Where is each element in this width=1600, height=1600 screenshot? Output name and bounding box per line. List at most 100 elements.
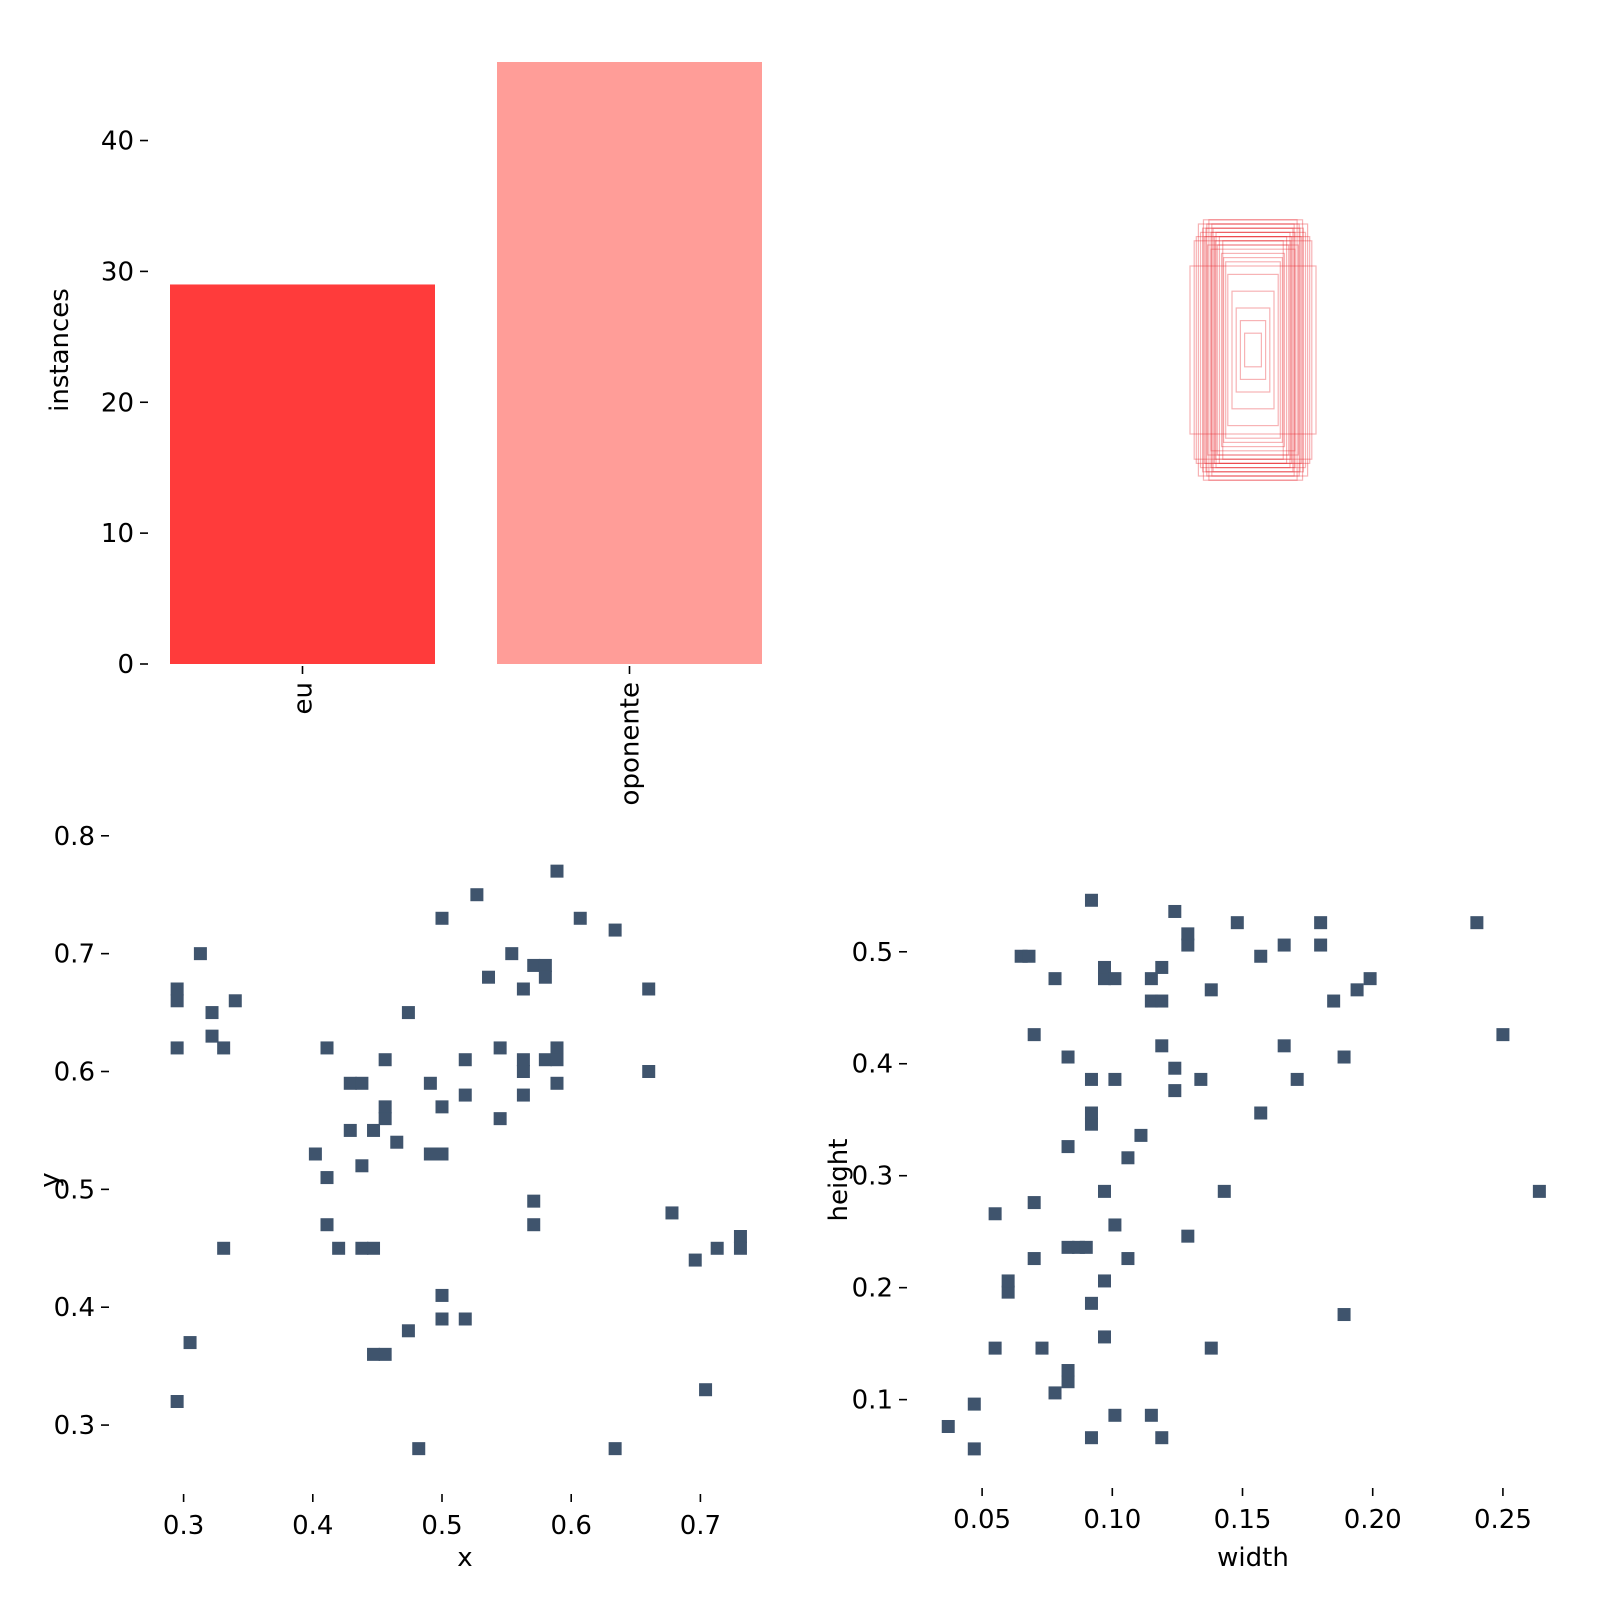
histogram-cell: [665, 1206, 679, 1220]
bounding-box: [1211, 223, 1295, 477]
y-tick-label: 0: [117, 650, 134, 680]
histogram-cell: [1097, 1330, 1111, 1344]
histogram-cell: [1061, 1240, 1075, 1254]
y-tick-label: 0.5: [852, 938, 893, 968]
histogram-cell: [527, 1218, 541, 1232]
histogram-cell: [1097, 972, 1111, 986]
histogram-cell: [988, 1207, 1002, 1221]
y-tick-label: 0.1: [852, 1386, 893, 1416]
histogram-cell: [1277, 938, 1291, 952]
histogram-cell: [1254, 1106, 1268, 1120]
x-tick-label: 0.5: [421, 1511, 462, 1541]
histogram-cell: [355, 1076, 369, 1090]
histogram-cell: [343, 1123, 357, 1137]
y-tick-label: 0.5: [54, 1175, 95, 1205]
histogram-cell: [401, 1006, 415, 1020]
histogram-cell: [1097, 960, 1111, 974]
x-tick-label-oponente: oponente: [616, 682, 646, 805]
histogram-cell: [1108, 1072, 1122, 1086]
histogram-cell: [1155, 1431, 1169, 1445]
histogram-cell: [988, 1341, 1002, 1355]
histogram-cell: [1027, 1196, 1041, 1210]
histogram-cell: [401, 1324, 415, 1338]
bounding-box: [1195, 236, 1311, 465]
histogram-cell: [1001, 1274, 1015, 1288]
histogram-cell: [1134, 1128, 1148, 1142]
width-height-histogram: 0.1 0.2 0.3 0.4 0.5 0.05 0.10 0.15 0.20 0.25 width…: [824, 893, 1546, 1573]
bounding-box: [1218, 236, 1288, 465]
x-tick-label: 0.05: [953, 1505, 1011, 1535]
histogram-cell: [608, 1442, 622, 1456]
histogram-cell: [390, 1135, 404, 1149]
bounding-box: [1208, 219, 1298, 481]
histogram-cell: [1532, 1184, 1546, 1198]
bounding-box: [1216, 244, 1290, 456]
bounding-box: [1243, 332, 1262, 368]
bounding-box: [1193, 240, 1313, 460]
bounding-box: [1204, 236, 1302, 465]
bounding-box: [1206, 223, 1300, 477]
histogram-cell: [516, 1088, 530, 1102]
histogram-cell: [320, 1041, 334, 1055]
histogram-cell: [205, 1029, 219, 1043]
bounding-box: [1213, 236, 1293, 465]
histogram-cell: [1230, 916, 1244, 930]
histogram-cell: [538, 970, 552, 984]
y-tick-label: 0.7: [54, 940, 95, 970]
histogram-cell: [1217, 1184, 1231, 1198]
histogram-cell: [516, 1065, 530, 1078]
histogram-cell: [343, 1076, 357, 1090]
bounding-box: [1202, 219, 1304, 481]
histogram-cell: [538, 1053, 552, 1067]
histogram-cell: [1194, 1072, 1208, 1086]
histogram-cell: [378, 1112, 392, 1126]
histogram-cell: [1144, 972, 1158, 986]
histogram-cell: [435, 1288, 449, 1302]
histogram-cell: [538, 958, 552, 972]
bounding-box: [1239, 320, 1267, 381]
histogram-cell: [550, 1041, 564, 1055]
histogram-cell: [1168, 1061, 1182, 1075]
histogram-cell: [367, 1123, 381, 1137]
histogram-cell: [550, 864, 564, 878]
histogram-cell: [550, 1076, 564, 1090]
histogram-cell: [1027, 1252, 1041, 1266]
y-tick-label: 10: [101, 519, 134, 549]
bounding-box: [1210, 248, 1296, 452]
y-tick-label: 0.4: [852, 1050, 893, 1080]
bounding-box: [1212, 227, 1294, 473]
histogram-cell: [1337, 1308, 1351, 1322]
histogram-cell: [320, 1218, 334, 1232]
histogram-cell: [1350, 983, 1364, 997]
histogram-cell: [1001, 1285, 1015, 1299]
bounding-box: [1199, 231, 1307, 469]
x-tick-label-eu: eu: [289, 682, 319, 714]
histogram-cell: [320, 1171, 334, 1185]
y-tick-label: 20: [101, 388, 134, 418]
histogram-cell: [505, 947, 519, 961]
bounding-box: [1189, 265, 1317, 435]
bounding-box: [1214, 240, 1292, 460]
histogram-cell: [482, 970, 496, 984]
x-axis-label: x: [457, 1543, 472, 1573]
bounding-box: [1222, 240, 1284, 460]
class-instances-bar-chart: eu oponente 0 10 20 30 40 instances: [45, 62, 762, 805]
histogram-cell: [355, 1159, 369, 1173]
histogram-cell: [458, 1312, 472, 1326]
bounding-box: [1210, 231, 1296, 469]
histogram-cell: [1277, 1039, 1291, 1053]
histogram-cell: [170, 982, 184, 996]
histogram-cell: [1084, 1072, 1098, 1086]
y-tick-label: 40: [101, 127, 134, 157]
x-axis-label: width: [1217, 1543, 1289, 1573]
histogram-cell: [458, 1053, 472, 1067]
histogram-cell: [1121, 1151, 1135, 1165]
histogram-cell: [332, 1241, 346, 1255]
histogram-cell: [308, 1147, 322, 1161]
histogram-cell: [170, 1395, 184, 1408]
histogram-cell: [1035, 1341, 1049, 1355]
histogram-cell: [217, 1041, 231, 1055]
histogram-cell: [967, 1397, 981, 1411]
histogram-cell: [1048, 972, 1062, 986]
